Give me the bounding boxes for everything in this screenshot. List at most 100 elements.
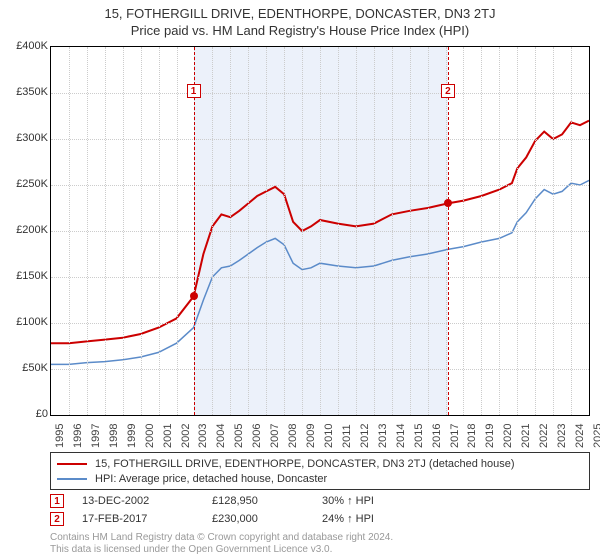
x-axis-tick-label: 2006: [251, 424, 263, 448]
gridline-vertical: [123, 47, 124, 415]
event-marker-icon: 2: [50, 512, 64, 526]
y-axis-tick-label: £400K: [4, 40, 48, 52]
y-axis-tick-label: £300K: [4, 132, 48, 144]
gridline-vertical: [105, 47, 106, 415]
chart-title: 15, FOTHERGILL DRIVE, EDENTHORPE, DONCAS…: [0, 0, 600, 21]
legend-item: 15, FOTHERGILL DRIVE, EDENTHORPE, DONCAS…: [57, 456, 583, 471]
x-axis-tick-label: 2002: [180, 424, 192, 448]
y-axis-tick-label: £150K: [4, 270, 48, 282]
x-axis-tick-label: 2013: [377, 424, 389, 448]
chart-plot-area: 12: [50, 46, 590, 416]
x-axis-tick-label: 2014: [395, 424, 407, 448]
gridline-vertical: [535, 47, 536, 415]
legend-swatch: [57, 478, 87, 480]
y-axis-tick-label: £200K: [4, 224, 48, 236]
chart-container: 15, FOTHERGILL DRIVE, EDENTHORPE, DONCAS…: [0, 0, 600, 560]
footer-line: This data is licensed under the Open Gov…: [50, 544, 590, 556]
gridline-vertical: [517, 47, 518, 415]
footer-line: Contains HM Land Registry data © Crown c…: [50, 532, 590, 544]
footer-attribution: Contains HM Land Registry data © Crown c…: [50, 532, 590, 556]
x-axis-tick-label: 2015: [413, 424, 425, 448]
x-axis-tick-label: 2011: [341, 424, 353, 448]
y-axis-tick-label: £250K: [4, 178, 48, 190]
x-axis-tick-label: 2020: [502, 424, 514, 448]
x-axis-tick-label: 2016: [431, 424, 443, 448]
gridline-vertical: [338, 47, 339, 415]
x-axis-tick-label: 1995: [54, 424, 66, 448]
gridline-vertical: [463, 47, 464, 415]
x-axis-tick-label: 2003: [197, 424, 209, 448]
event-price: £128,950: [212, 495, 322, 507]
event-row: 2 17-FEB-2017 £230,000 24% ↑ HPI: [50, 510, 590, 528]
chart-subtitle: Price paid vs. HM Land Registry's House …: [0, 21, 600, 42]
x-axis-tick-label: 2017: [449, 424, 461, 448]
gridline-vertical: [177, 47, 178, 415]
gridline-vertical: [302, 47, 303, 415]
gridline-vertical: [141, 47, 142, 415]
event-date: 13-DEC-2002: [82, 495, 212, 507]
legend-item: HPI: Average price, detached house, Donc…: [57, 471, 583, 486]
gridline-vertical: [194, 47, 195, 415]
gridline-vertical: [481, 47, 482, 415]
event-price: £230,000: [212, 513, 322, 525]
x-axis-tick-label: 2021: [520, 424, 532, 448]
legend-swatch: [57, 463, 87, 465]
x-axis-tick-label: 2024: [574, 424, 586, 448]
gridline-vertical: [410, 47, 411, 415]
x-axis-tick-label: 2012: [359, 424, 371, 448]
gridline-vertical: [392, 47, 393, 415]
x-axis-tick-label: 1996: [72, 424, 84, 448]
event-marker-badge: 2: [441, 84, 455, 98]
x-axis-tick-label: 1998: [108, 424, 120, 448]
legend-label: HPI: Average price, detached house, Donc…: [95, 473, 327, 485]
legend-label: 15, FOTHERGILL DRIVE, EDENTHORPE, DONCAS…: [95, 458, 515, 470]
y-axis-tick-label: £100K: [4, 316, 48, 328]
x-axis-tick-label: 1999: [126, 424, 138, 448]
event-marker-badge: 1: [187, 84, 201, 98]
events-table: 1 13-DEC-2002 £128,950 30% ↑ HPI 2 17-FE…: [50, 492, 590, 528]
event-delta: 24% ↑ HPI: [322, 513, 432, 525]
gridline-vertical: [87, 47, 88, 415]
gridline-vertical: [356, 47, 357, 415]
y-axis-tick-label: £50K: [4, 362, 48, 374]
gridline-vertical: [69, 47, 70, 415]
x-axis-tick-label: 2007: [269, 424, 281, 448]
y-axis-tick-label: £0: [4, 408, 48, 420]
x-axis-tick-label: 2010: [323, 424, 335, 448]
gridline-vertical: [374, 47, 375, 415]
gridline-vertical: [266, 47, 267, 415]
event-data-point: [190, 292, 198, 300]
event-marker-icon: 1: [50, 494, 64, 508]
event-delta: 30% ↑ HPI: [322, 495, 432, 507]
gridline-vertical: [428, 47, 429, 415]
x-axis-tick-label: 2023: [556, 424, 568, 448]
gridline-vertical: [320, 47, 321, 415]
event-row: 1 13-DEC-2002 £128,950 30% ↑ HPI: [50, 492, 590, 510]
x-axis-tick-label: 2018: [466, 424, 478, 448]
event-marker-line: [194, 47, 195, 415]
gridline-vertical: [248, 47, 249, 415]
gridline-vertical: [499, 47, 500, 415]
x-axis-tick-label: 2005: [233, 424, 245, 448]
x-axis-tick-label: 2025: [592, 424, 600, 448]
gridline-vertical: [446, 47, 447, 415]
gridline-vertical: [212, 47, 213, 415]
event-data-point: [444, 199, 452, 207]
x-axis-tick-label: 2019: [484, 424, 496, 448]
gridline-vertical: [553, 47, 554, 415]
y-axis-tick-label: £350K: [4, 86, 48, 98]
x-axis-tick-label: 2004: [215, 424, 227, 448]
event-date: 17-FEB-2017: [82, 513, 212, 525]
x-axis-tick-label: 2008: [287, 424, 299, 448]
gridline-vertical: [159, 47, 160, 415]
x-axis-tick-label: 2009: [305, 424, 317, 448]
event-marker-line: [448, 47, 449, 415]
gridline-vertical: [284, 47, 285, 415]
x-axis-tick-label: 2000: [144, 424, 156, 448]
legend-box: 15, FOTHERGILL DRIVE, EDENTHORPE, DONCAS…: [50, 452, 590, 490]
gridline-vertical: [230, 47, 231, 415]
x-axis-tick-label: 2022: [538, 424, 550, 448]
x-axis-tick-label: 1997: [90, 424, 102, 448]
gridline-vertical: [571, 47, 572, 415]
x-axis-tick-label: 2001: [162, 424, 174, 448]
